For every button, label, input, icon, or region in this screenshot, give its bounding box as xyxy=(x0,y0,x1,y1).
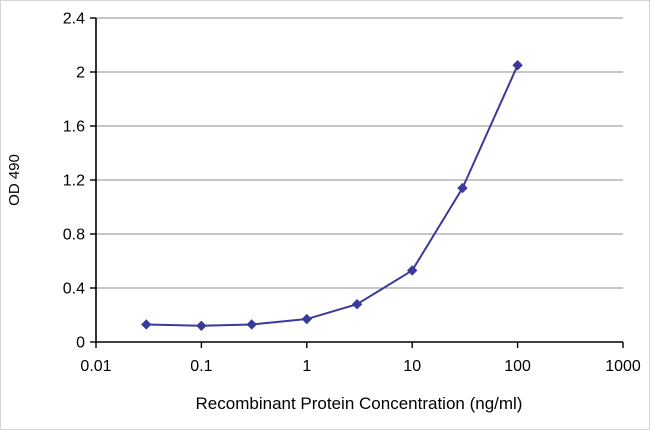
tick-label-layer: 0 0.4 0.8 1.2 1.6 2 2.4 0.01 0.1 1 10 100 1000 xyxy=(63,11,641,376)
y-tick-label: 2 xyxy=(76,65,85,82)
y-tick-label: 0.4 xyxy=(63,281,85,298)
data-point-marker xyxy=(406,265,418,276)
data-point-marker xyxy=(196,320,207,332)
data-series-line xyxy=(146,64,519,327)
x-tick-label: 1 xyxy=(302,358,311,375)
x-tick-label: 100 xyxy=(504,358,531,375)
data-point-marker xyxy=(246,319,257,330)
x-tick-label: 1000 xyxy=(605,358,641,375)
x-tick-label: 0.1 xyxy=(190,358,212,375)
data-point-marker xyxy=(301,313,313,325)
y-tick-label: 1.2 xyxy=(63,173,85,190)
axes-layer xyxy=(90,17,624,348)
grid-layer xyxy=(96,17,623,289)
x-tick-label: 0.01 xyxy=(80,358,111,375)
data-point-marker xyxy=(351,298,363,310)
y-tick-label: 2.4 xyxy=(63,11,85,28)
y-tick-label: 0.8 xyxy=(63,227,85,244)
data-point-marker xyxy=(457,182,468,194)
x-tick-label: 10 xyxy=(403,358,421,375)
data-point-marker xyxy=(512,60,523,71)
data-point-marker xyxy=(141,319,152,330)
x-axis-label: Recombinant Protein Concentration (ng/ml… xyxy=(196,394,523,413)
y-tick-label: 1.6 xyxy=(63,119,85,136)
y-tick-label: 0 xyxy=(76,335,85,352)
y-axis-label: OD 490 xyxy=(6,154,23,206)
data-series-layer xyxy=(141,60,523,332)
